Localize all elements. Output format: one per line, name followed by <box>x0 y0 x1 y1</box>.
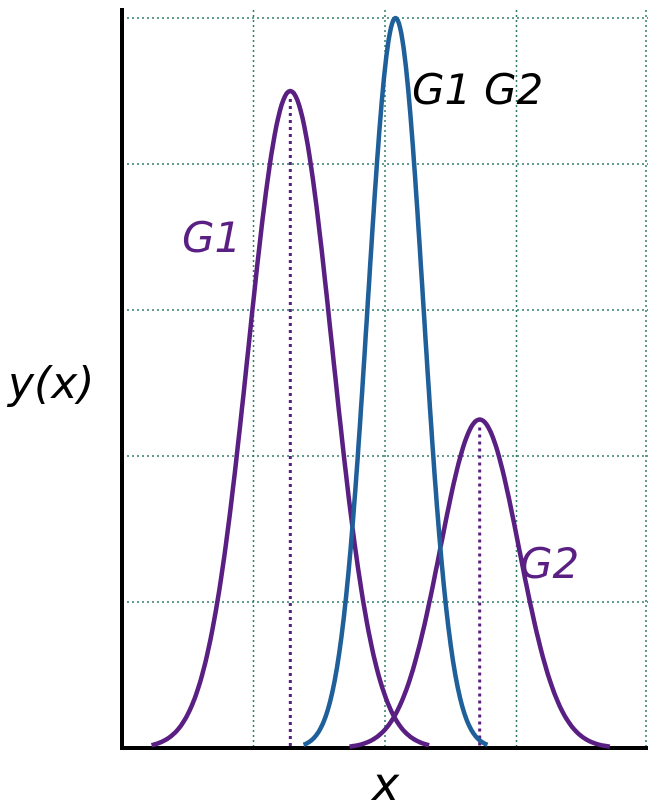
series-line-g1 <box>150 88 430 748</box>
y-axis-label: y(x) <box>6 358 94 409</box>
g2-label: G2 <box>520 539 579 588</box>
g1g2-label-g2: G2 <box>484 65 543 114</box>
axes <box>120 8 648 750</box>
x-axis-label: x <box>370 757 400 810</box>
series-line-g1g2 <box>302 15 489 747</box>
g1-label: G1 <box>182 213 241 262</box>
series-line-g2 <box>348 417 611 749</box>
grid <box>122 10 648 748</box>
curves <box>150 15 611 749</box>
g1g2-label-g1: G1 <box>412 65 471 114</box>
